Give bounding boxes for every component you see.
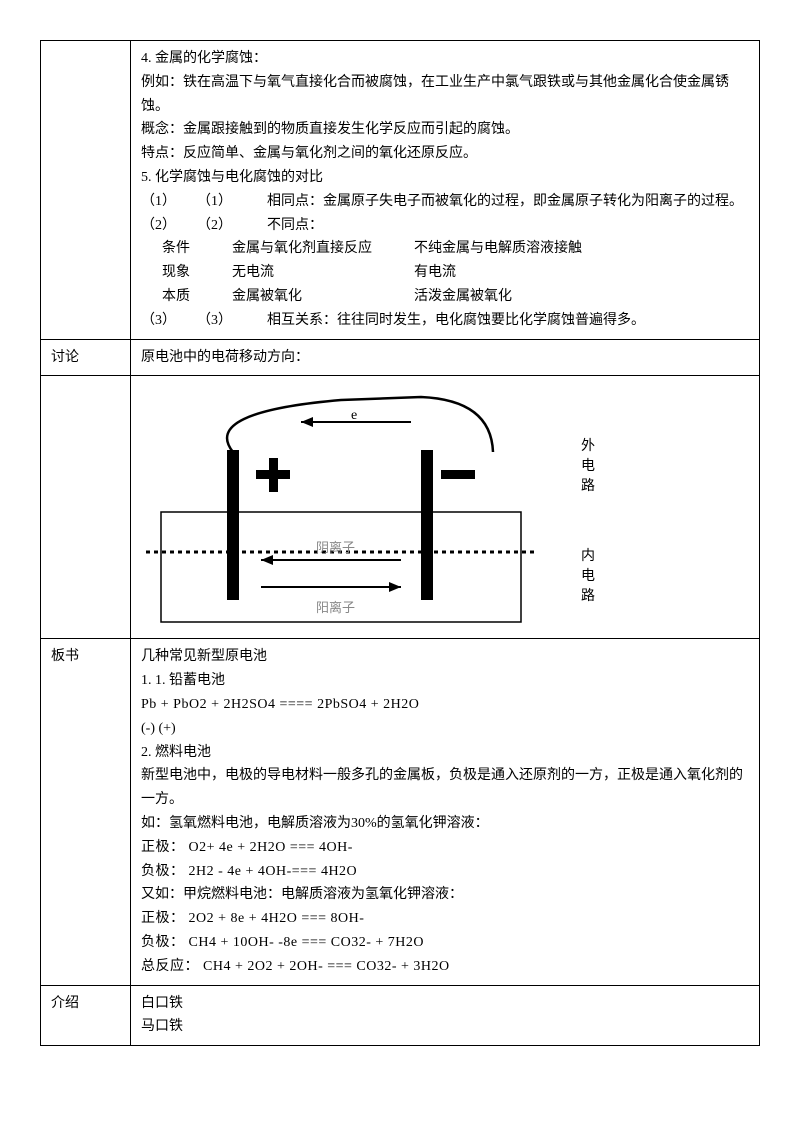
board-line1: 1. 1. 铅蓄电池: [141, 669, 749, 693]
plus-v: [269, 458, 278, 492]
inner-circuit-text: 内电路: [581, 547, 597, 606]
sec5-title: 5. 化学腐蚀与电化腐蚀的对比: [141, 166, 749, 190]
board-eq-pos2: 正极： 2O2 + 8e + 4H2O === 8OH-: [141, 907, 749, 931]
e-arrow-head: [301, 417, 313, 427]
outer-circuit-text: 外电路: [581, 437, 597, 496]
row1-label: [41, 41, 131, 340]
lesson-table: 4. 金属的化学腐蚀： 例如：铁在高温下与氧气直接化合而被腐蚀，在工业生产中氯气…: [40, 40, 760, 1046]
phen-1: 无电流: [232, 261, 414, 285]
anion-arrow-head: [261, 555, 273, 565]
wire-path: [227, 397, 493, 452]
sec4-line2: 例如：铁在高温下与氧气直接化合而被腐蚀，在工业生产中氯气跟铁或与其他金属化合使金…: [141, 71, 749, 119]
right-electrode: [421, 450, 433, 600]
p3-text: 相互关系：往往同时发生，电化腐蚀要比化学腐蚀普遍得多。: [267, 309, 749, 333]
intro-line1: 白口铁: [141, 992, 749, 1016]
minus-h: [441, 470, 475, 479]
board-eq1: Pb + PbO2 + 2H2SO4 ==== 2PbSO4 + 2H2O: [141, 693, 749, 717]
inner-circuit-label: 内电路: [581, 547, 597, 606]
e-label: e: [351, 404, 357, 428]
p3-num-b: （3）: [197, 309, 267, 333]
outer-circuit-label: 外电路: [581, 437, 597, 496]
board-line4: 如：氢氧燃料电池，电解质溶液为30%的氢氧化钾溶液：: [141, 812, 749, 836]
discuss-label: 讨论: [41, 339, 131, 376]
discuss-text: 原电池中的电荷移动方向：: [131, 339, 760, 376]
intro-content: 白口铁 马口铁: [131, 985, 760, 1046]
diagram-cell: e 阴离子 阳离子 外电路 内电路: [131, 376, 760, 639]
board-title: 几种常见新型原电池: [141, 645, 749, 669]
row1-content: 4. 金属的化学腐蚀： 例如：铁在高温下与氧气直接化合而被腐蚀，在工业生产中氯气…: [131, 41, 760, 340]
board-line2: 2. 燃料电池: [141, 741, 749, 765]
board-eq-neg1: 负极： 2H2 - 4e + 4OH-=== 4H2O: [141, 860, 749, 884]
intro-line2: 马口铁: [141, 1015, 749, 1039]
ess-2: 活泼金属被氧化: [414, 285, 512, 309]
board-eq-neg2: 负极： CH4 + 10OH- -8e === CO32- + 7H2O: [141, 931, 749, 955]
cation-label: 阳离子: [316, 597, 355, 619]
sec4-title: 4. 金属的化学腐蚀：: [141, 47, 749, 71]
cond-2: 不纯金属与电解质溶液接触: [414, 237, 582, 261]
left-electrode: [227, 450, 239, 600]
cation-arrow-head: [389, 582, 401, 592]
p2-text: 不同点：: [267, 214, 323, 238]
ess-1: 金属被氧化: [232, 285, 414, 309]
phen-h: 现象: [162, 261, 232, 285]
board-content: 几种常见新型原电池 1. 1. 铅蓄电池 Pb + PbO2 + 2H2SO4 …: [131, 639, 760, 985]
board-line3: 新型电池中，电极的导电材料一般多孔的金属板，负极是通入还原剂的一方，正极是通入氧…: [141, 764, 749, 812]
board-line5: 又如：甲烷燃料电池：电解质溶液为氢氧化钾溶液：: [141, 883, 749, 907]
circuit-diagram: e 阴离子 阳离子 外电路 内电路: [141, 382, 749, 632]
cond-h: 条件: [162, 237, 232, 261]
p1-num-b: （1）: [197, 190, 267, 214]
board-eq1-sign: (-) (+): [141, 717, 749, 741]
p2-num-b: （2）: [197, 214, 267, 238]
p1-num-a: （1）: [141, 190, 197, 214]
p1-text: 相同点：金属原子失电子而被氧化的过程，即金属原子转化为阳离子的过程。: [267, 190, 749, 214]
board-label: 板书: [41, 639, 131, 985]
anion-label: 阴离子: [316, 537, 355, 559]
sec4-line3: 概念：金属跟接触到的物质直接发生化学反应而引起的腐蚀。: [141, 118, 749, 142]
board-eq-total: 总反应： CH4 + 2O2 + 2OH- === CO32- + 3H2O: [141, 955, 749, 979]
intro-label: 介绍: [41, 985, 131, 1046]
cond-1: 金属与氧化剂直接反应: [232, 237, 414, 261]
phen-2: 有电流: [414, 261, 456, 285]
p3-num-a: （3）: [141, 309, 197, 333]
sec4-line4: 特点：反应简单、金属与氧化剂之间的氧化还原反应。: [141, 142, 749, 166]
ess-h: 本质: [162, 285, 232, 309]
board-eq-pos1: 正极： O2+ 4e + 2H2O === 4OH-: [141, 836, 749, 860]
p2-num-a: （2）: [141, 214, 197, 238]
diagram-label: [41, 376, 131, 639]
